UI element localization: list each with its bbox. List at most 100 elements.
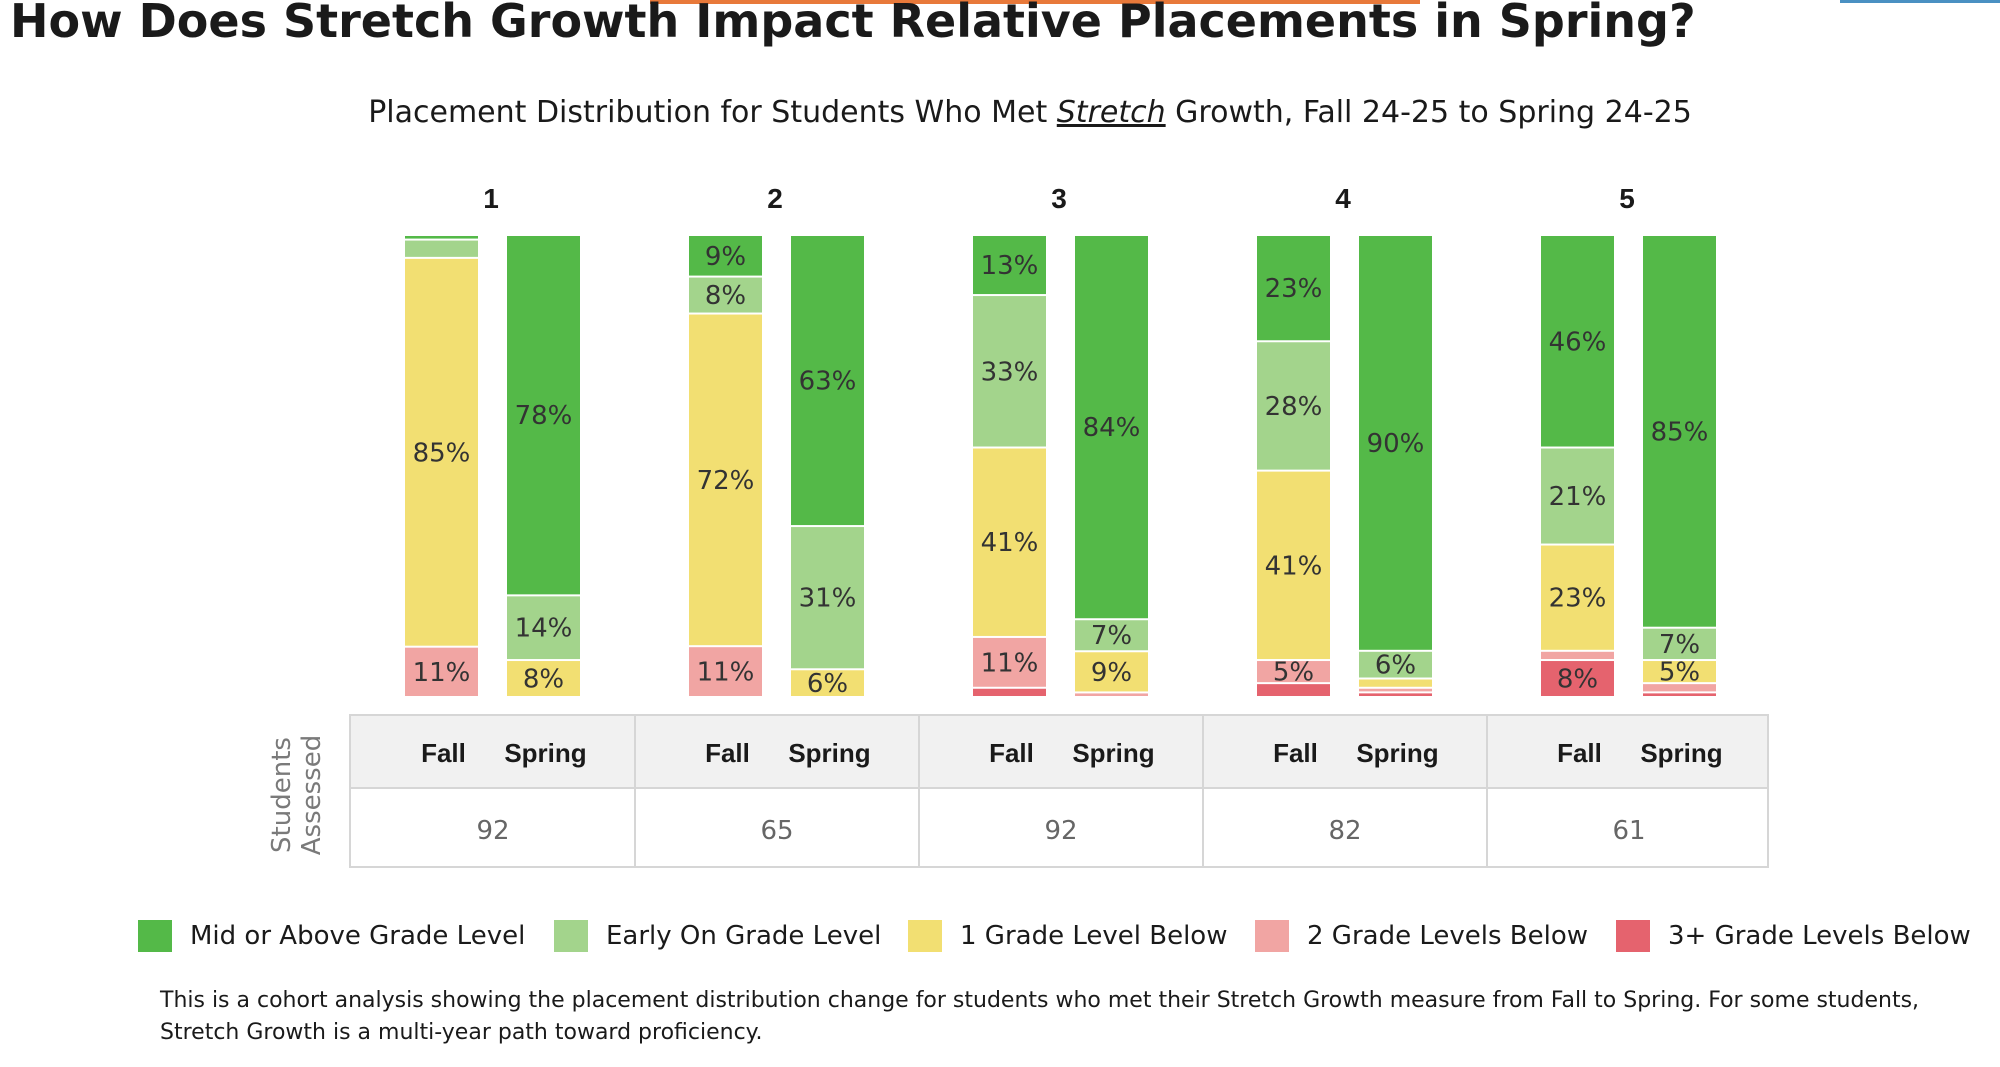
legend-label: 3+ Grade Levels Below — [1668, 921, 1971, 951]
data-label: 11% — [413, 658, 471, 688]
bar-segment — [1359, 651, 1432, 678]
data-label: 8% — [705, 281, 746, 311]
bar-segment — [689, 647, 762, 696]
group-label: 1 — [483, 183, 499, 214]
bar-segment — [689, 236, 762, 276]
bar-segment — [1359, 236, 1432, 650]
students-assessed-count: 92 — [1044, 816, 1078, 846]
season-header: Fall — [1273, 738, 1318, 768]
bar-segment — [1359, 679, 1432, 687]
data-label: 78% — [515, 401, 573, 431]
bar-segment — [405, 236, 478, 239]
data-label: 41% — [1265, 551, 1323, 581]
data-label: 9% — [705, 242, 746, 272]
bar-segment — [1257, 471, 1330, 660]
bar-segment — [1541, 236, 1614, 447]
data-label: 7% — [1659, 630, 1700, 660]
table-column-divider — [634, 716, 636, 866]
stacked-bar-chart: 1 85% 11% 78% 14% 8% 2 9% 8% 72% 11% 63% 31% 6% 3 13% 33… — [405, 183, 1716, 699]
table-row-label-text: Students Assessed — [267, 734, 327, 856]
bar-segment — [1541, 651, 1614, 660]
data-label: 85% — [413, 438, 471, 468]
group-label: 4 — [1335, 183, 1351, 214]
season-header: Fall — [421, 738, 466, 768]
data-label: 11% — [697, 658, 755, 688]
bar-segment — [1257, 684, 1330, 696]
data-label: 13% — [981, 251, 1039, 281]
legend-label: 2 Grade Levels Below — [1307, 921, 1589, 951]
data-label: 8% — [523, 665, 564, 695]
data-label: 23% — [1549, 584, 1607, 614]
subtitle-emphasis: Stretch — [1056, 95, 1166, 130]
bar-segment — [1075, 693, 1148, 696]
data-label: 14% — [515, 614, 573, 644]
subtitle-part-1: Placement Distribution for Students Who … — [368, 95, 1057, 130]
top-accent-tab — [1840, 0, 2000, 3]
season-header: Spring — [1356, 738, 1439, 768]
bar-segment — [689, 277, 762, 313]
bar-segment — [791, 670, 864, 696]
data-label: 46% — [1549, 327, 1607, 357]
legend-label: Early On Grade Level — [606, 921, 882, 951]
subtitle-part-2: Growth, Fall 24-25 to Spring 24-25 — [1165, 95, 1692, 130]
data-label: 63% — [799, 367, 857, 397]
season-header: Spring — [504, 738, 587, 768]
data-label: 90% — [1367, 429, 1425, 459]
bar-segment — [1359, 688, 1432, 692]
bar-segment — [1075, 620, 1148, 651]
season-header: Fall — [705, 738, 750, 768]
students-assessed-count: 82 — [1328, 816, 1362, 846]
bar-segment — [1541, 545, 1614, 650]
bar-segment — [1257, 236, 1330, 341]
bar-segment — [507, 236, 580, 595]
data-label: 6% — [807, 669, 848, 699]
bar-segment — [1643, 684, 1716, 692]
bar-segment — [791, 236, 864, 526]
data-label: 5% — [1659, 658, 1700, 688]
bar-segment — [973, 236, 1046, 295]
data-label: 9% — [1091, 658, 1132, 688]
data-label: 23% — [1265, 274, 1323, 304]
table-row-label: Students Assessed — [262, 735, 332, 855]
legend-swatch — [554, 920, 588, 952]
bar-segment — [1643, 236, 1716, 627]
bar-segment — [1643, 661, 1716, 683]
legend-label: Mid or Above Grade Level — [190, 921, 526, 951]
legend-item: 1 Grade Level Below — [908, 916, 1227, 956]
legend-item: 3+ Grade Levels Below — [1616, 916, 1971, 956]
data-label: 8% — [1557, 665, 1598, 695]
bar-segment — [1075, 652, 1148, 692]
bar-segment — [791, 527, 864, 669]
legend-swatch — [1616, 920, 1650, 952]
bar-segment — [973, 637, 1046, 687]
bar-segment — [973, 296, 1046, 447]
bar-segment — [1075, 236, 1148, 619]
data-label: 41% — [981, 528, 1039, 558]
data-label: 11% — [981, 648, 1039, 678]
bar-segment — [973, 448, 1046, 636]
data-label: 31% — [799, 584, 857, 614]
data-label: 28% — [1265, 392, 1323, 422]
group-label: 2 — [767, 183, 783, 214]
legend-item: 2 Grade Levels Below — [1255, 916, 1588, 956]
chart-legend: Mid or Above Grade Level Early On Grade L… — [138, 916, 1988, 956]
data-label: 85% — [1651, 417, 1709, 447]
bar-segment — [1541, 448, 1614, 544]
season-header: Spring — [1072, 738, 1155, 768]
students-assessed-count: 92 — [476, 816, 510, 846]
legend-swatch — [138, 920, 172, 952]
students-assessed-count: 65 — [760, 816, 794, 846]
data-label: 7% — [1091, 621, 1132, 651]
bar-segment — [1359, 693, 1432, 696]
data-label: 21% — [1549, 482, 1607, 512]
students-assessed-count: 61 — [1612, 816, 1646, 846]
bar-segment — [973, 688, 1046, 696]
group-label: 5 — [1619, 183, 1635, 214]
data-label: 6% — [1375, 651, 1416, 681]
season-header: Fall — [989, 738, 1034, 768]
bar-segment — [405, 258, 478, 646]
data-label: 33% — [981, 357, 1039, 387]
table-header-row: Fall Spring Fall Spring Fall Spring Fall Spring… — [351, 716, 1767, 789]
legend-label: 1 Grade Level Below — [960, 921, 1228, 951]
top-accent-bar — [650, 0, 1420, 4]
